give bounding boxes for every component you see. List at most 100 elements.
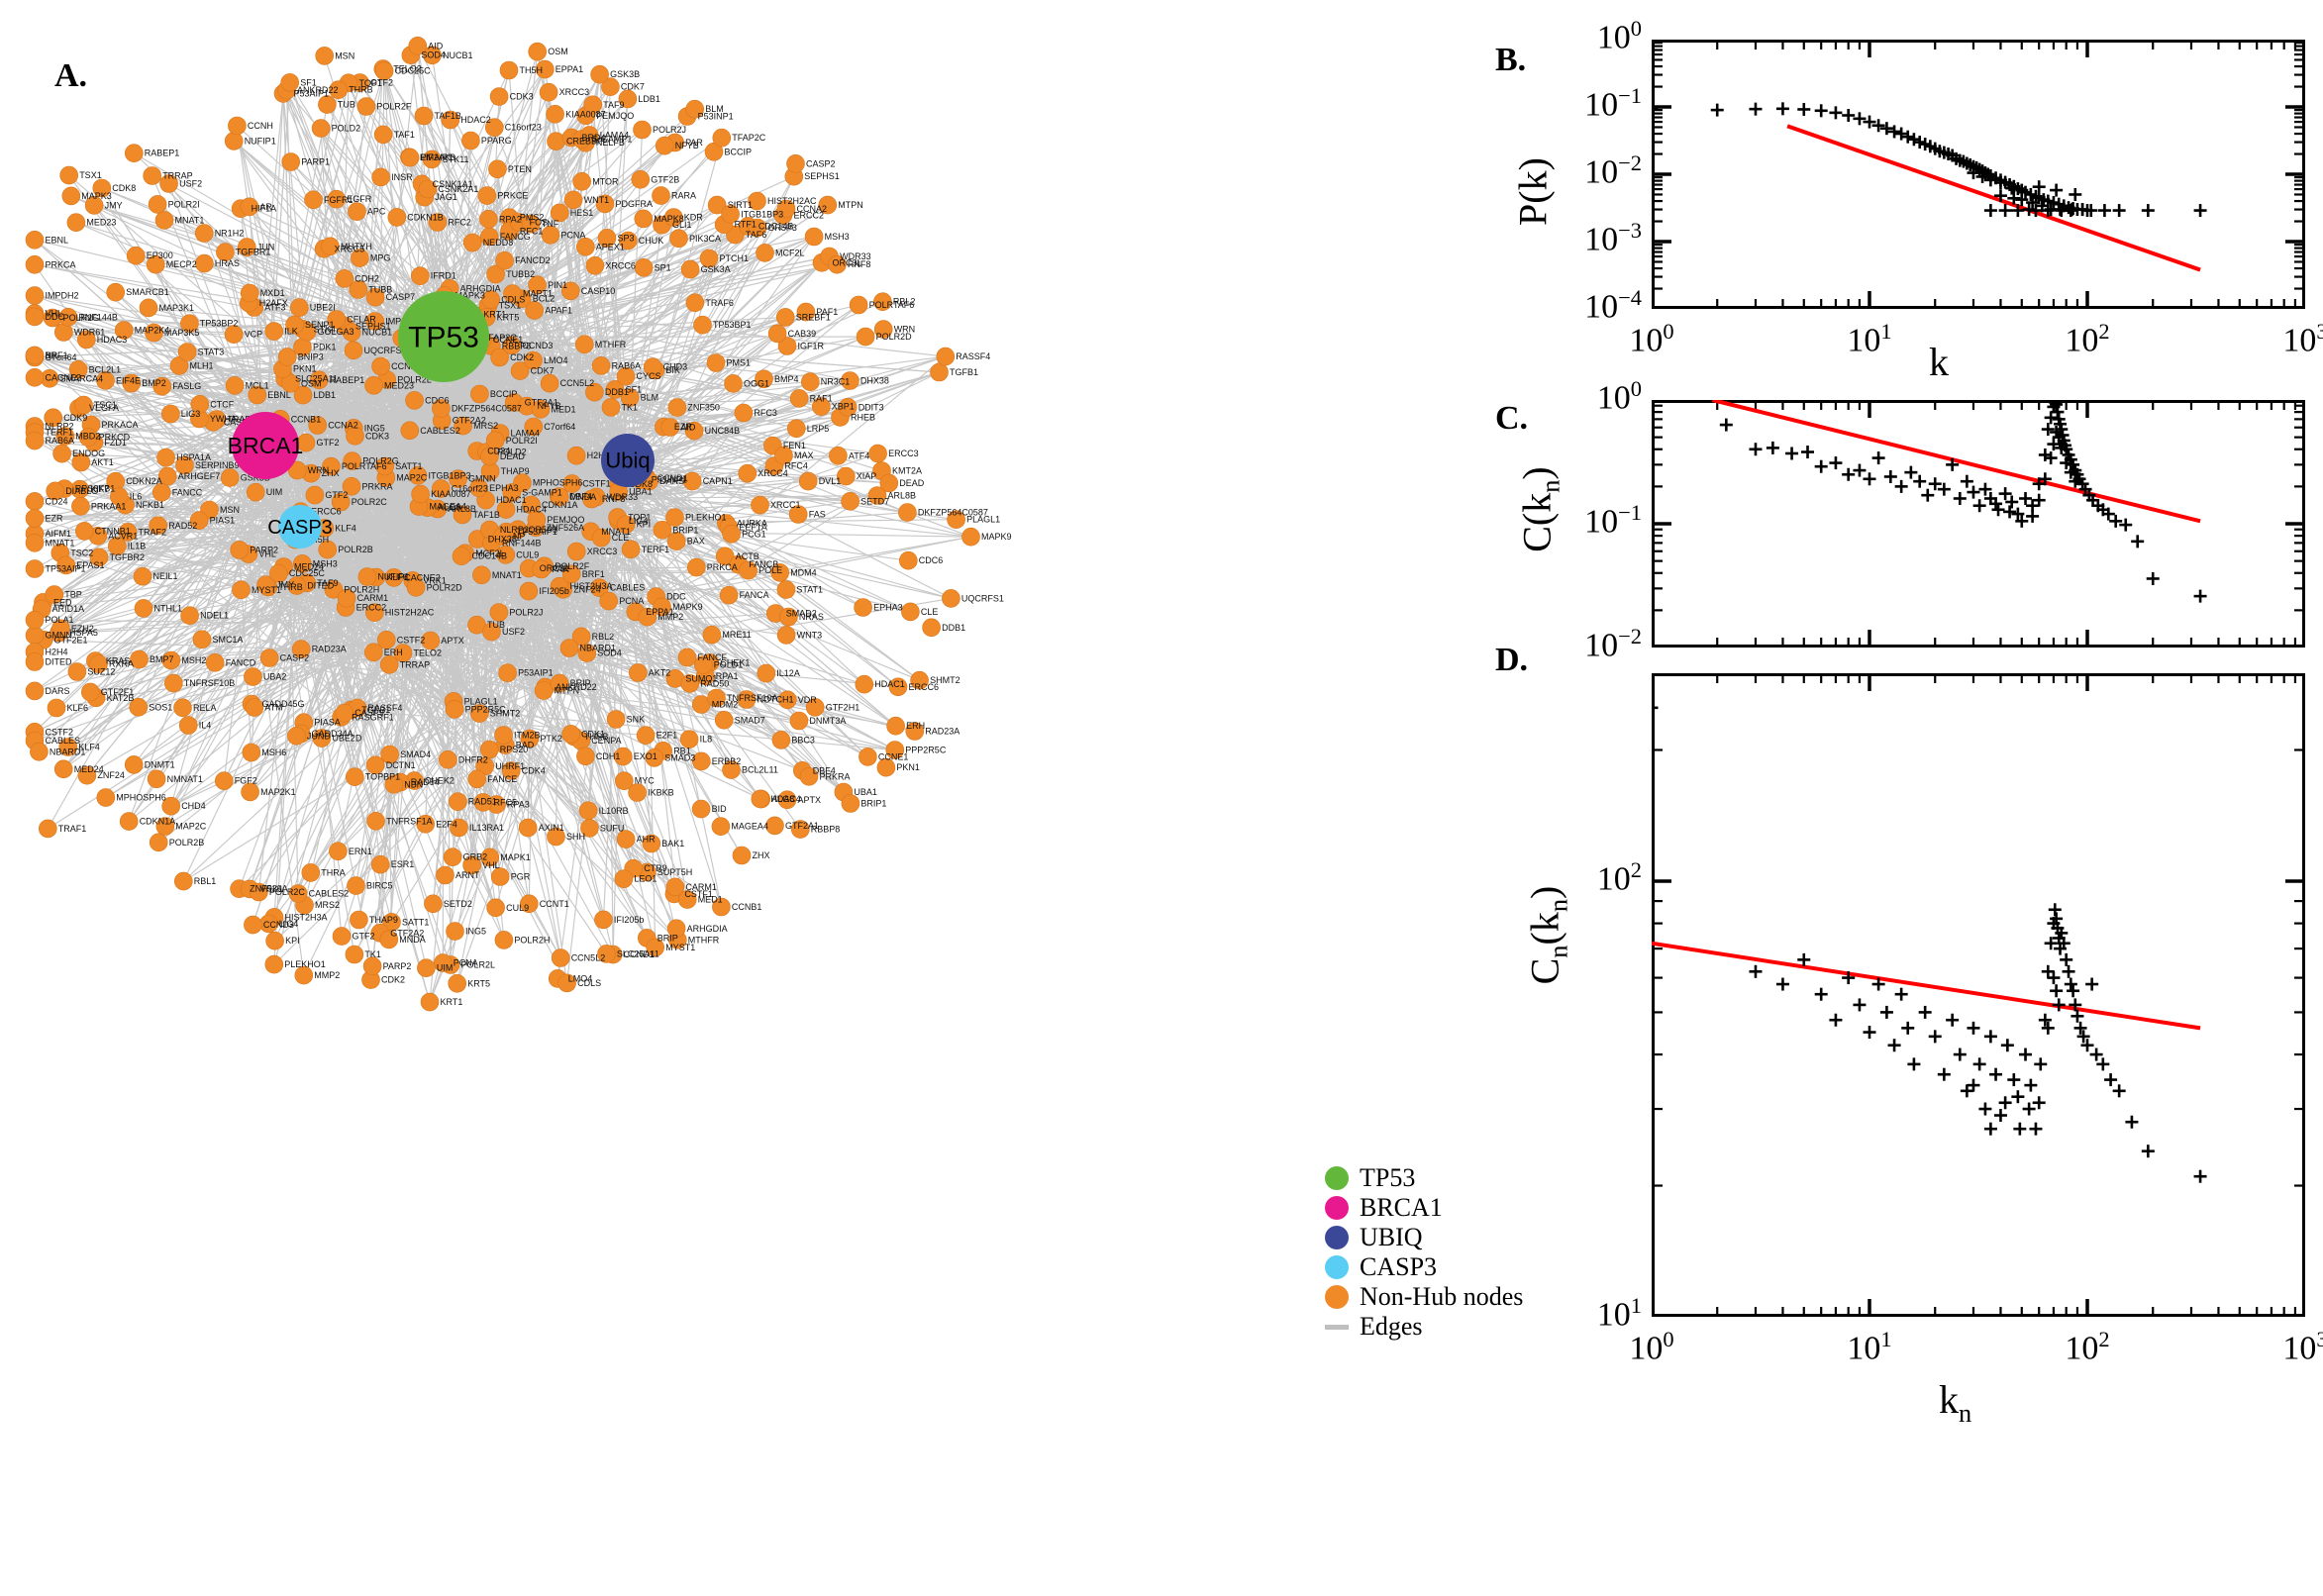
network-node[interactable] — [566, 446, 586, 465]
network-node[interactable] — [244, 667, 262, 686]
network-node[interactable] — [585, 255, 605, 275]
network-node[interactable] — [414, 106, 434, 126]
network-node[interactable] — [461, 131, 480, 150]
network-node[interactable] — [613, 747, 633, 766]
network-node[interactable] — [561, 725, 580, 744]
network-node[interactable] — [885, 741, 905, 759]
network-node[interactable] — [905, 722, 925, 741]
network-node[interactable] — [804, 227, 824, 247]
network-node[interactable] — [591, 356, 611, 375]
network-node[interactable] — [370, 854, 390, 874]
network-node[interactable] — [628, 783, 647, 802]
network-node[interactable] — [585, 382, 604, 402]
network-node[interactable] — [232, 580, 251, 600]
network-node[interactable] — [453, 505, 472, 525]
network-node[interactable] — [159, 174, 178, 193]
network-node[interactable] — [841, 794, 860, 813]
network-node[interactable] — [888, 677, 908, 697]
network-node[interactable] — [589, 578, 609, 598]
network-node[interactable] — [318, 540, 338, 559]
network-node[interactable] — [362, 956, 382, 976]
network-node[interactable] — [114, 321, 134, 340]
network-node[interactable] — [494, 726, 513, 745]
network-node[interactable] — [148, 195, 167, 214]
network-node[interactable] — [841, 491, 859, 511]
network-node[interactable] — [92, 178, 112, 198]
network-node[interactable] — [324, 579, 344, 599]
network-node[interactable] — [357, 567, 377, 586]
network-node[interactable] — [677, 648, 697, 667]
network-node[interactable] — [707, 195, 727, 215]
network-node[interactable] — [961, 527, 980, 547]
network-node[interactable] — [30, 742, 49, 761]
network-node[interactable] — [309, 370, 329, 390]
network-node[interactable] — [384, 774, 404, 794]
network-node[interactable] — [667, 398, 687, 417]
network-node[interactable] — [796, 302, 816, 322]
network-node[interactable] — [873, 320, 893, 339]
network-node[interactable] — [393, 644, 413, 662]
network-node[interactable] — [380, 745, 399, 764]
network-node[interactable] — [606, 710, 626, 729]
network-node[interactable] — [364, 375, 383, 395]
network-node[interactable] — [498, 663, 517, 683]
network-node[interactable] — [331, 492, 351, 512]
network-node[interactable] — [818, 195, 838, 215]
network-node[interactable] — [322, 456, 341, 476]
network-node[interactable] — [25, 509, 45, 528]
network-node[interactable] — [44, 408, 63, 428]
network-node[interactable] — [519, 581, 539, 601]
network-node[interactable] — [110, 487, 129, 506]
network-node[interactable] — [751, 495, 769, 515]
network-node[interactable] — [190, 394, 210, 414]
network-node[interactable] — [250, 882, 268, 902]
network-node[interactable] — [574, 335, 594, 354]
network-node[interactable] — [157, 466, 177, 486]
network-node[interactable] — [901, 602, 920, 622]
network-node[interactable] — [770, 563, 790, 582]
network-node[interactable] — [77, 330, 96, 349]
network-node[interactable] — [663, 208, 683, 227]
network-node[interactable] — [25, 492, 45, 511]
network-node[interactable] — [342, 476, 361, 496]
network-node[interactable] — [59, 165, 78, 185]
network-node[interactable] — [777, 690, 797, 710]
network-node[interactable] — [25, 307, 45, 327]
network-node[interactable] — [454, 416, 472, 436]
network-node[interactable] — [774, 446, 793, 465]
network-node[interactable] — [400, 421, 420, 441]
network-node[interactable] — [332, 927, 352, 946]
network-node[interactable] — [494, 931, 514, 949]
network-node[interactable] — [364, 603, 384, 623]
network-node[interactable] — [178, 716, 198, 735]
network-node[interactable] — [594, 910, 613, 930]
network-node[interactable] — [375, 456, 395, 476]
network-node[interactable] — [669, 229, 688, 249]
network-node[interactable] — [666, 532, 686, 551]
network-node[interactable] — [508, 520, 528, 540]
network-node[interactable] — [684, 421, 704, 441]
network-node[interactable] — [311, 119, 331, 138]
network-node[interactable] — [149, 833, 168, 852]
network-node[interactable] — [571, 627, 591, 647]
network-node[interactable] — [534, 681, 554, 700]
network-node[interactable] — [293, 385, 313, 405]
network-node[interactable] — [156, 448, 175, 467]
network-node[interactable] — [485, 431, 505, 450]
network-node[interactable] — [446, 922, 464, 941]
network-node[interactable] — [590, 64, 609, 84]
network-node[interactable] — [525, 301, 545, 320]
network-node[interactable] — [133, 566, 152, 586]
network-node[interactable] — [583, 95, 603, 115]
network-node[interactable] — [418, 179, 438, 199]
network-node[interactable] — [550, 576, 569, 596]
network-node[interactable] — [342, 323, 361, 343]
network-node[interactable] — [686, 557, 706, 577]
network-node[interactable] — [452, 547, 471, 566]
network-node[interactable] — [448, 792, 467, 812]
network-node[interactable] — [634, 209, 654, 229]
network-node[interactable] — [829, 446, 848, 465]
network-node[interactable] — [124, 755, 144, 774]
network-node[interactable] — [71, 496, 90, 516]
network-node[interactable] — [152, 376, 171, 396]
